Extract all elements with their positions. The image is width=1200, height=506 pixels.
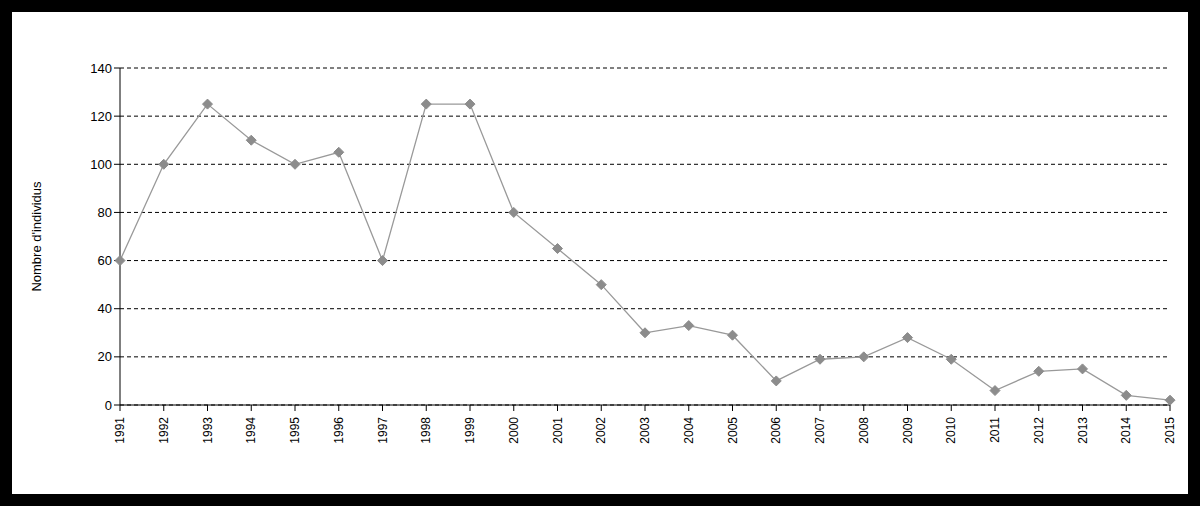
svg-text:2005: 2005: [726, 417, 740, 444]
svg-text:2015: 2015: [1163, 417, 1177, 444]
svg-text:2013: 2013: [1076, 417, 1090, 444]
svg-text:2002: 2002: [594, 417, 608, 444]
svg-text:2006: 2006: [769, 417, 783, 444]
svg-text:20: 20: [98, 349, 112, 364]
svg-text:2000: 2000: [507, 417, 521, 444]
svg-text:2007: 2007: [813, 417, 827, 444]
svg-text:1998: 1998: [419, 417, 433, 444]
svg-text:1993: 1993: [201, 417, 215, 444]
svg-text:1997: 1997: [376, 417, 390, 444]
svg-text:2001: 2001: [551, 417, 565, 444]
svg-text:1991: 1991: [113, 417, 127, 444]
svg-text:2004: 2004: [682, 417, 696, 444]
svg-text:120: 120: [90, 109, 112, 124]
svg-text:0: 0: [105, 398, 112, 413]
svg-text:1992: 1992: [157, 417, 171, 444]
svg-text:140: 140: [90, 61, 112, 76]
svg-text:2011: 2011: [988, 417, 1002, 443]
svg-text:1995: 1995: [288, 417, 302, 444]
svg-text:100: 100: [90, 157, 112, 172]
svg-text:Nombre d'individus: Nombre d'individus: [29, 181, 44, 292]
svg-text:2014: 2014: [1119, 417, 1133, 444]
svg-text:40: 40: [98, 301, 112, 316]
svg-text:2003: 2003: [638, 417, 652, 444]
svg-text:2012: 2012: [1032, 417, 1046, 444]
svg-text:1996: 1996: [332, 417, 346, 444]
svg-text:2008: 2008: [857, 417, 871, 444]
svg-text:2009: 2009: [901, 417, 915, 444]
svg-text:1994: 1994: [244, 417, 258, 444]
svg-text:60: 60: [98, 253, 112, 268]
svg-text:80: 80: [98, 205, 112, 220]
svg-text:2010: 2010: [944, 417, 958, 444]
svg-text:1999: 1999: [463, 417, 477, 444]
